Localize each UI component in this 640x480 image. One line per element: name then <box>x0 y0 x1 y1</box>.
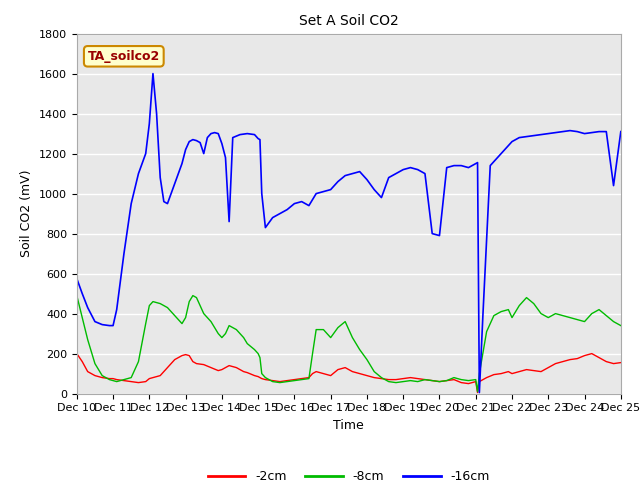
Y-axis label: Soil CO2 (mV): Soil CO2 (mV) <box>20 170 33 257</box>
Legend: -2cm, -8cm, -16cm: -2cm, -8cm, -16cm <box>202 465 495 480</box>
Title: Set A Soil CO2: Set A Soil CO2 <box>299 14 399 28</box>
X-axis label: Time: Time <box>333 419 364 432</box>
Text: TA_soilco2: TA_soilco2 <box>88 50 160 63</box>
